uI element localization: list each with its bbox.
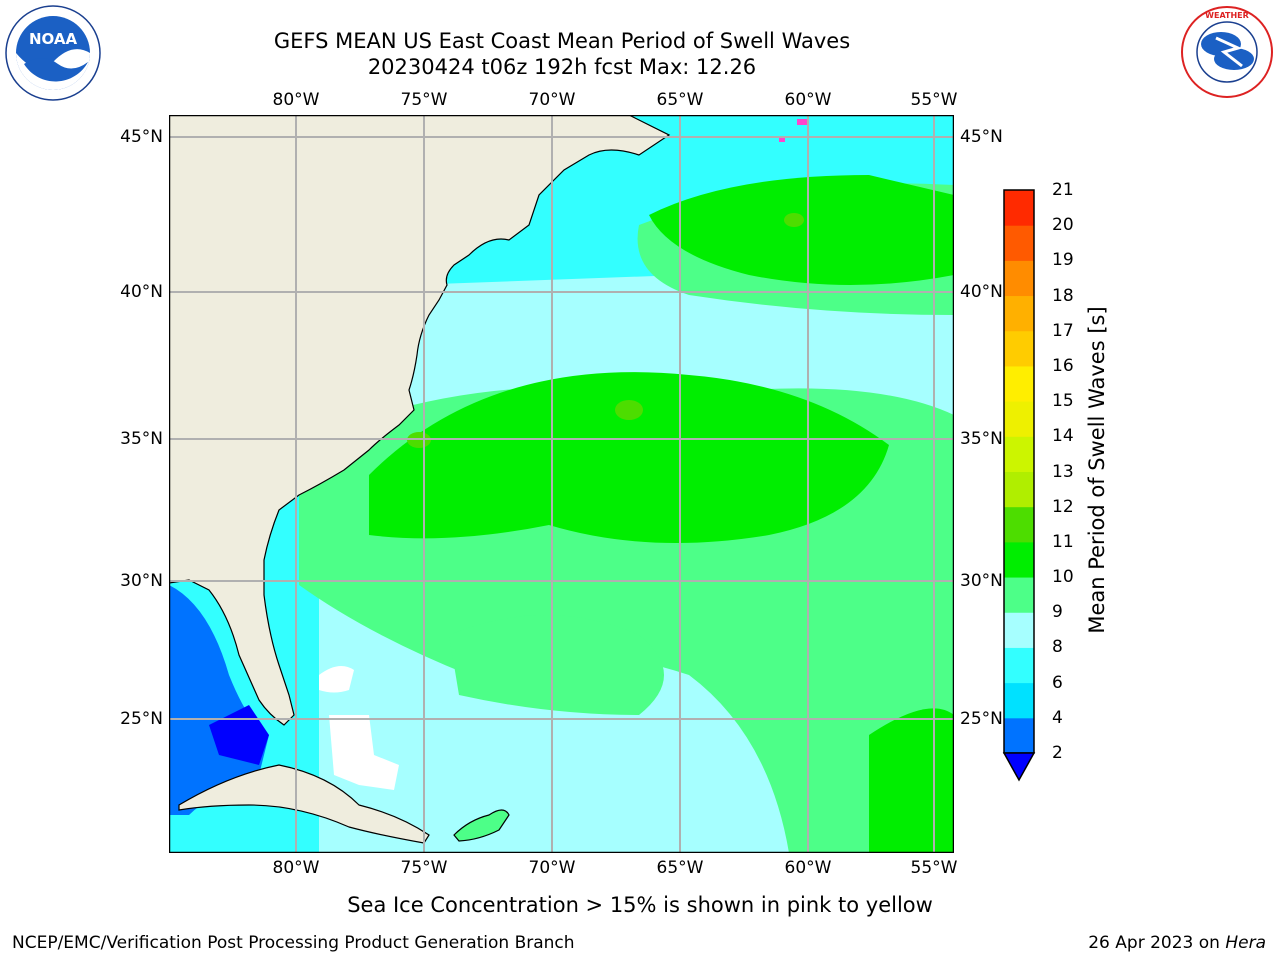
colorbar-label-10: 10 xyxy=(1052,567,1074,588)
swell-zone-green-10-11-east xyxy=(869,708,954,853)
colorbar-extend-arrow xyxy=(1002,752,1036,782)
graticule xyxy=(169,115,954,853)
lat-label-right-25n: 25°N xyxy=(960,709,1003,729)
lon-label-top-65w: 65°W xyxy=(656,90,704,110)
bahamas-banks xyxy=(329,715,399,790)
colorbar-swatch-11-12 xyxy=(1004,506,1034,543)
lat-label-left-40n: 40°N xyxy=(120,282,163,302)
swell-zone-11-12-b xyxy=(784,213,804,227)
colorbar-label-21: 21 xyxy=(1052,180,1074,200)
colorbar-label-2: 2 xyxy=(1052,743,1063,763)
sea-ice-patch xyxy=(797,119,807,125)
noaa-logo-text: NOAA xyxy=(29,30,78,48)
colorbar-label-18: 18 xyxy=(1052,285,1074,306)
cuba-land xyxy=(178,764,430,844)
bahamas-banks-north xyxy=(319,666,354,693)
colorbar-swatch-4-6 xyxy=(1004,682,1034,719)
colorbar-title: Mean Period of Swell Waves [s] xyxy=(1085,306,1109,634)
colorbar-label-4: 4 xyxy=(1052,707,1063,728)
colorbar-swatch-20-21 xyxy=(1004,190,1034,226)
lat-label-left-30n: 30°N xyxy=(120,571,163,591)
colorbar-label-20: 20 xyxy=(1052,215,1074,236)
noaa-logo: NOAA xyxy=(2,4,104,102)
lat-label-right-30n: 30°N xyxy=(960,571,1003,591)
swell-zone-11-12-a xyxy=(615,400,643,420)
lat-label-left-45n: 45°N xyxy=(120,127,163,147)
swell-zone-green-10-11 xyxy=(369,372,889,543)
colorbar-label-13: 13 xyxy=(1052,461,1074,482)
run-date-text: 26 Apr 2023 on xyxy=(1088,933,1226,953)
colorbar-label-8: 8 xyxy=(1052,637,1063,658)
colorbar-tick-labels: 2 4 6 8 9 10 11 12 13 14 15 16 17 18 19 20 21 xyxy=(1052,180,1092,780)
lon-label-bottom-80w: 80°W xyxy=(272,858,320,878)
lat-label-right-40n: 40°N xyxy=(960,282,1003,302)
map-panel xyxy=(168,114,955,854)
credit-text: NCEP/EMC/Verification Post Processing Pr… xyxy=(12,933,575,953)
lon-label-bottom-60w: 60°W xyxy=(784,858,832,878)
sea-ice-note: Sea Ice Concentration > 15% is shown in … xyxy=(347,893,933,917)
colorbar-label-12: 12 xyxy=(1052,496,1074,517)
run-machine: Hera xyxy=(1225,933,1266,953)
lat-label-left-25n: 25°N xyxy=(120,709,163,729)
lon-label-top-80w: 80°W xyxy=(272,90,320,110)
swell-period-map xyxy=(168,114,955,854)
colorbar-swatch-13-14 xyxy=(1004,436,1034,472)
lon-label-top-60w: 60°W xyxy=(784,90,832,110)
colorbar-swatch-9-10 xyxy=(1004,577,1034,613)
colorbar-swatch-8-9 xyxy=(1004,612,1034,648)
run-date: 26 Apr 2023 on Hera xyxy=(1088,933,1266,953)
sea-ice-patch-2 xyxy=(779,137,785,142)
colorbar-swatch-12-13 xyxy=(1004,471,1034,508)
colorbar-swatch-15-16 xyxy=(1004,365,1034,402)
colorbar-label-17: 17 xyxy=(1052,320,1074,341)
colorbar-swatch-17-18 xyxy=(1004,295,1034,332)
colorbar-label-6: 6 xyxy=(1052,672,1063,693)
swell-zone-green-9-10-south xyxy=(449,615,664,715)
lon-label-bottom-70w: 70°W xyxy=(528,858,576,878)
lon-label-top-70w: 70°W xyxy=(528,90,576,110)
colorbar-swatch-2-4 xyxy=(1004,717,1034,754)
nws-logo: WEATHER xyxy=(1176,4,1278,100)
hispaniola-land xyxy=(453,809,510,842)
north-america-land xyxy=(169,115,671,726)
colorbar-swatch-18-19 xyxy=(1004,260,1034,297)
colorbar-swatches xyxy=(1002,189,1036,782)
lat-label-right-35n: 35°N xyxy=(960,429,1003,449)
colorbar-swatch-16-17 xyxy=(1004,330,1034,367)
lat-label-left-35n: 35°N xyxy=(120,429,163,449)
chart-title-line2: 20230424 t06z 192h fcst Max: 12.26 xyxy=(367,55,757,79)
colorbar-label-11: 11 xyxy=(1052,531,1074,552)
lon-label-top-75w: 75°W xyxy=(400,90,448,110)
colorbar-swatch-14-15 xyxy=(1004,401,1034,437)
chart-title-line1: GEFS MEAN US East Coast Mean Period of S… xyxy=(273,29,851,53)
lon-label-bottom-75w: 75°W xyxy=(400,858,448,878)
colorbar-swatch-10-11 xyxy=(1004,541,1034,578)
colorbar-label-9: 9 xyxy=(1052,602,1063,623)
colorbar-swatch-19-20 xyxy=(1004,225,1034,261)
svg-text:WEATHER: WEATHER xyxy=(1205,11,1249,20)
colorbar-label-14: 14 xyxy=(1052,426,1074,447)
colorbar-label-15: 15 xyxy=(1052,391,1074,412)
colorbar-label-16: 16 xyxy=(1052,355,1074,376)
colorbar xyxy=(1000,185,1040,785)
lon-label-bottom-65w: 65°W xyxy=(656,858,704,878)
colorbar-label-19: 19 xyxy=(1052,250,1074,271)
lon-label-bottom-55w: 55°W xyxy=(910,858,958,878)
colorbar-swatch-6-8 xyxy=(1004,647,1034,684)
lat-label-right-45n: 45°N xyxy=(960,127,1003,147)
lon-label-top-55w: 55°W xyxy=(910,90,958,110)
swell-zone-green-10-11-north xyxy=(649,175,954,285)
